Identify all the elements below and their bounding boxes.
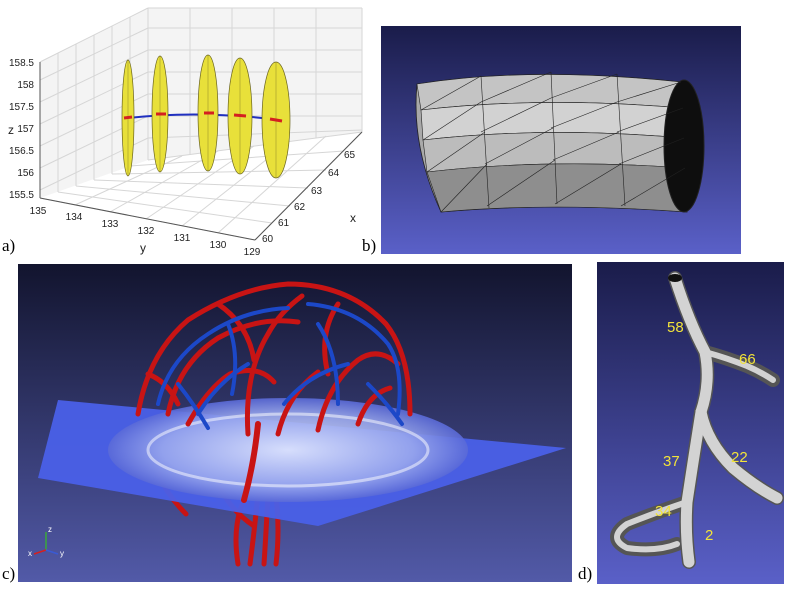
z-axis-label: z [8,123,14,137]
y-tick: 131 [174,233,191,244]
segment-label: 66 [739,351,756,368]
orientation-triad: z x y [28,525,64,558]
triad-x-label: x [28,549,32,558]
y-axis-label: y [140,241,146,255]
panel-d-segment-labels: 58 66 37 22 34 2 [597,262,784,584]
y-tick: 134 [66,212,83,223]
x-tick: 64 [328,168,340,179]
panel-b-label: b) [362,236,377,255]
x-tick: 60 [262,234,274,245]
z-tick: 158 [17,80,34,91]
panel-c-vessel-tree: z x y [18,264,572,582]
z-tick: 157 [17,124,34,135]
segment-label: 22 [731,449,748,466]
x-tick: 63 [311,186,323,197]
panel-a-disk-plot: 158.5 158 157.5 157 156.5 156 155.5 z 13… [0,0,368,258]
y-tick: 132 [138,226,155,237]
segment-label: 34 [655,503,672,520]
x-tick: 61 [278,218,290,229]
panel-c-label: c) [2,564,16,583]
panel-d-label: d) [578,564,593,583]
z-tick: 158.5 [9,58,34,69]
x-tick: 62 [294,202,306,213]
segment-label: 2 [705,527,713,544]
y-tick: 129 [244,247,261,258]
brain-slice [108,398,468,502]
z-tick: 155.5 [9,190,34,201]
triad-y-label: y [60,549,64,558]
panel-b-tube-mesh [381,26,741,254]
panel-d-svg: 58 66 37 22 34 2 [597,262,784,584]
segment-label: 37 [663,453,680,470]
panel-a-svg: 158.5 158 157.5 157 156.5 156 155.5 z 13… [8,7,363,258]
z-tick: 157.5 [9,102,34,113]
y-tick: 130 [210,240,227,251]
x-axis-label: x [350,211,356,225]
z-tick: 156.5 [9,146,34,157]
z-tick: 156 [17,168,34,179]
triad-z-label: z [48,525,52,534]
y-tick: 135 [30,206,47,217]
y-tick: 133 [102,219,119,230]
panel-a-label: a) [2,236,16,255]
panel-b-svg [381,26,741,254]
x-tick: 65 [344,150,356,161]
segment-label: 58 [667,319,684,336]
panel-c-svg: z x y [18,264,572,582]
